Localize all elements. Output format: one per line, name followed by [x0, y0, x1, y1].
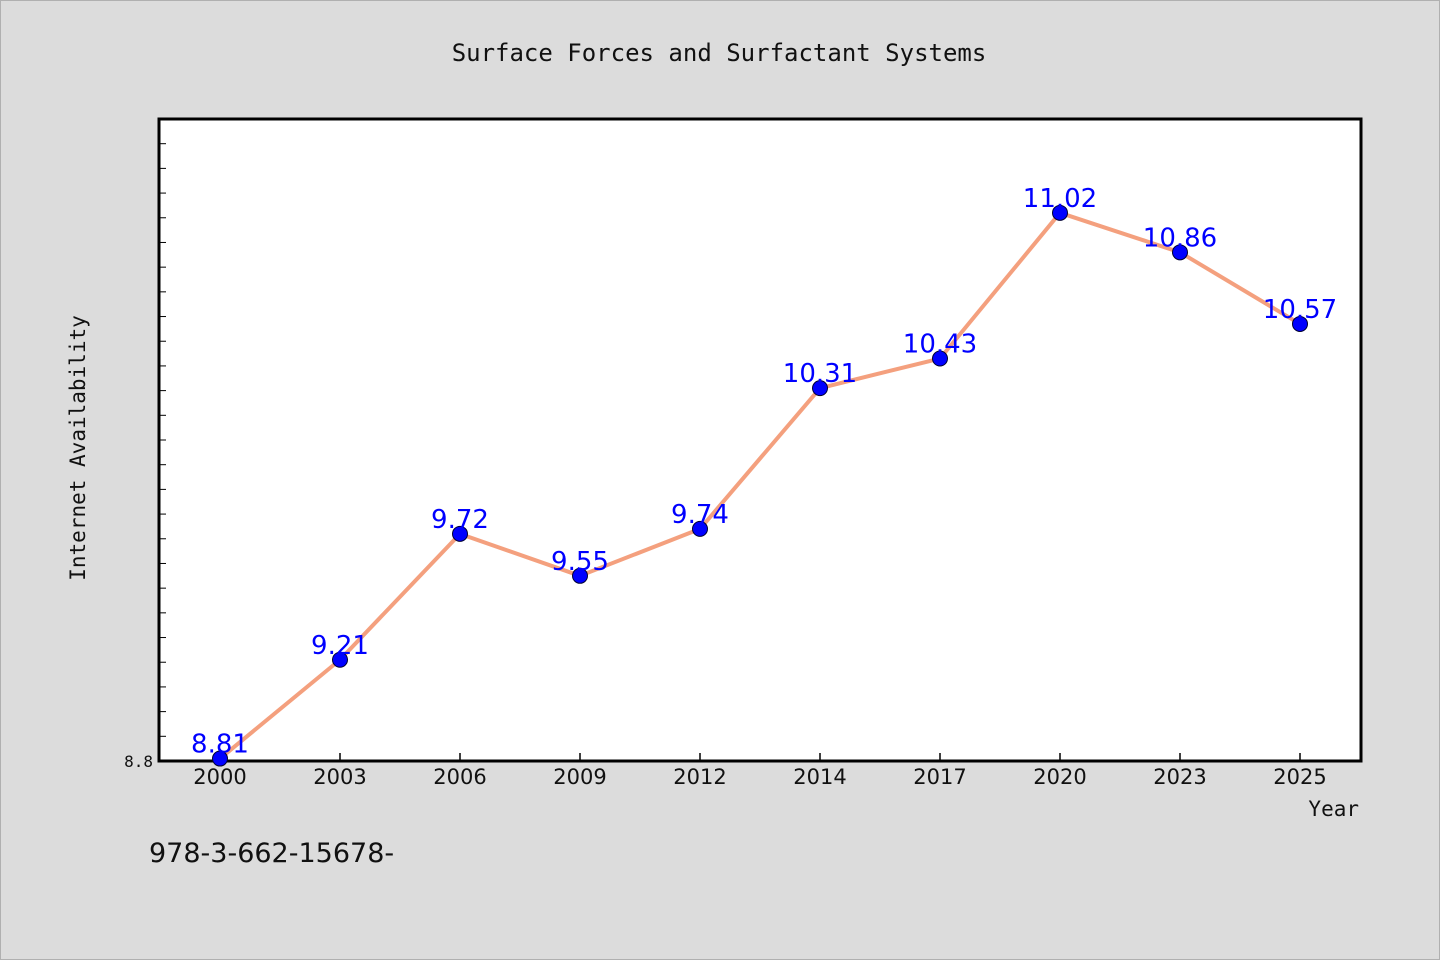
data-point-marker	[1292, 315, 1308, 332]
x-tick-label: 2014	[793, 765, 846, 789]
data-value-label: 8.81	[191, 730, 249, 760]
data-value-label: 9.74	[671, 500, 729, 530]
data-point-marker	[452, 525, 468, 542]
x-tick-label: 2000	[193, 765, 246, 789]
data-point-marker	[332, 651, 348, 668]
y-tick-label: 8.8	[124, 752, 153, 771]
data-point-marker	[1172, 244, 1188, 261]
data-value-label: 11.02	[1023, 184, 1097, 214]
y-axis-title: Internet Availability	[66, 315, 90, 581]
x-tick-label: 2012	[673, 765, 726, 789]
x-tick-label: 2017	[913, 765, 966, 789]
data-labels: 8.81 9.21 9.72 9.55 9.74 10.31 10.43 11.02 10.86…	[191, 184, 1337, 760]
data-value-label: 10.31	[783, 359, 857, 389]
series-lines	[218, 210, 1302, 761]
data-point-marker	[1052, 204, 1068, 221]
data-point-marker	[212, 750, 228, 767]
data-value-label: 9.72	[431, 505, 489, 535]
x-axis-title: Year	[1308, 797, 1359, 821]
chart-title: Surface Forces and Surfactant Systems	[452, 39, 987, 67]
footer-code: 978-3-662-15678-	[149, 838, 394, 869]
y-axis-ticks	[159, 143, 166, 737]
series-markers	[212, 204, 1308, 767]
data-value-label: 9.55	[551, 547, 609, 577]
x-tick-label: 2003	[313, 765, 366, 789]
data-value-label: 10.57	[1263, 295, 1337, 325]
x-tick-label: 2025	[1273, 765, 1326, 789]
data-value-label: 9.21	[311, 631, 369, 661]
data-value-label: 10.43	[903, 330, 977, 360]
data-point-marker	[812, 380, 828, 397]
x-tick-label: 2023	[1153, 765, 1206, 789]
x-tick-label: 2009	[553, 765, 606, 789]
x-axis-tick-labels: 2000 2003 2006 2009 2012 2014 2017 2020 2023 2025	[193, 765, 1326, 789]
data-point-marker	[692, 520, 708, 537]
x-axis-ticks	[219, 753, 1301, 761]
x-tick-label: 2020	[1033, 765, 1086, 789]
plot-area	[157, 117, 1363, 763]
series-line	[218, 210, 1302, 761]
x-tick-label: 2006	[433, 765, 486, 789]
data-point-marker	[932, 350, 948, 367]
data-point-marker	[572, 567, 588, 584]
y-axis-tick-labels: 8.8	[124, 752, 153, 771]
data-value-label: 10.86	[1143, 223, 1217, 253]
